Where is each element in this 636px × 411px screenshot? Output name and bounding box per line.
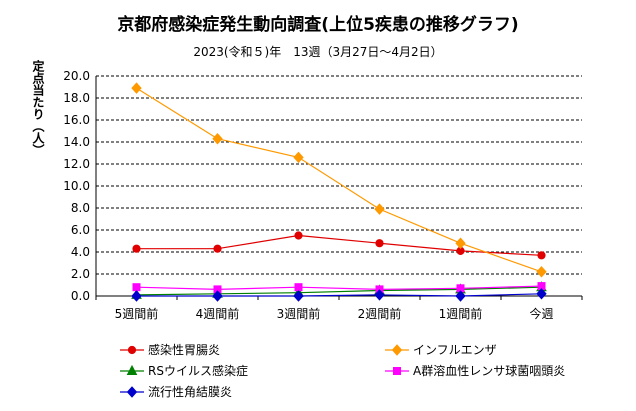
data-point — [132, 283, 141, 292]
legend-item: A群溶血性レンサ球菌咽頭炎 — [385, 363, 565, 378]
x-tick-label: 5週間前 — [115, 306, 159, 321]
series-line — [136, 234, 542, 256]
data-point — [213, 244, 222, 253]
data-point — [126, 364, 138, 375]
y-tick-label: 4.0 — [71, 245, 90, 259]
y-tick-label: 0.0 — [71, 289, 90, 303]
data-point — [537, 251, 546, 260]
data-point — [375, 239, 384, 248]
x-tick-label: 2週間前 — [358, 306, 402, 321]
data-point — [455, 290, 466, 302]
data-point — [132, 244, 141, 253]
data-point — [212, 132, 223, 145]
series-line — [136, 87, 542, 273]
x-tick-label: 4週間前 — [196, 306, 240, 321]
y-axis-label: 定点当たり（人） — [31, 59, 45, 156]
chart-subtitle: 2023(令和５)年 13週（3月27日～4月2日） — [193, 44, 442, 59]
series-line — [136, 285, 542, 291]
data-point — [131, 290, 142, 302]
data-point — [537, 282, 546, 291]
y-tick-label: 18.0 — [63, 91, 90, 105]
legend-label: 流行性角結膜炎 — [148, 385, 232, 399]
legend: 感染性胃腸炎 インフルエンザ RSウイルス感染症 A群溶血性レンサ球菌咽頭炎流行性角結… — [120, 342, 565, 399]
series-line — [136, 293, 542, 297]
data-point — [374, 203, 385, 215]
y-tick-label: 8.0 — [71, 201, 90, 215]
data-point — [126, 386, 138, 398]
legend-item: 感染性胃腸炎 — [120, 342, 220, 357]
data-point — [294, 283, 303, 292]
x-tick-label: 今週 — [529, 306, 553, 321]
data-point — [127, 345, 137, 355]
data-point — [393, 367, 401, 375]
data-point — [374, 289, 385, 301]
y-tick-label: 10.0 — [63, 179, 90, 193]
data-point — [391, 344, 403, 356]
data-point — [455, 237, 466, 249]
y-tick-label: 14.0 — [63, 135, 90, 149]
data-point — [536, 288, 547, 300]
data-point — [212, 290, 223, 302]
data-point — [294, 231, 303, 240]
chart-title: 京都府感染症発生動向調査(上位5疾患の推移グラフ) — [117, 14, 518, 35]
y-tick-label: 6.0 — [71, 223, 90, 237]
legend-label: 感染性胃腸炎 — [148, 342, 220, 357]
y-tick-label: 12.0 — [63, 157, 90, 171]
legend-label: インフルエンザ — [413, 343, 497, 357]
y-tick-label: 16.0 — [63, 113, 90, 127]
legend-label: A群溶血性レンサ球菌咽頭炎 — [413, 363, 565, 378]
data-point — [213, 285, 222, 294]
data-point — [131, 82, 142, 94]
legend-item: インフルエンザ — [385, 343, 497, 357]
data-point — [293, 290, 304, 302]
plot-area: 0.0 2.0 4.0 6.0 8.0 10.0 12.0 14.0 16.0 18.0 20.0 5… — [31, 59, 583, 321]
x-tick-label: 1週間前 — [439, 306, 483, 321]
legend-item: RSウイルス感染症 — [120, 363, 248, 378]
data-point — [536, 266, 547, 278]
series-line — [136, 286, 542, 296]
data-point — [293, 151, 304, 164]
legend-item: 流行性角結膜炎 — [120, 385, 232, 399]
x-tick-label: 3週間前 — [277, 306, 321, 321]
y-tick-label: 2.0 — [71, 267, 90, 281]
legend-label: RSウイルス感染症 — [148, 363, 248, 378]
y-tick-label: 20.0 — [63, 69, 90, 83]
data-point — [456, 284, 465, 293]
